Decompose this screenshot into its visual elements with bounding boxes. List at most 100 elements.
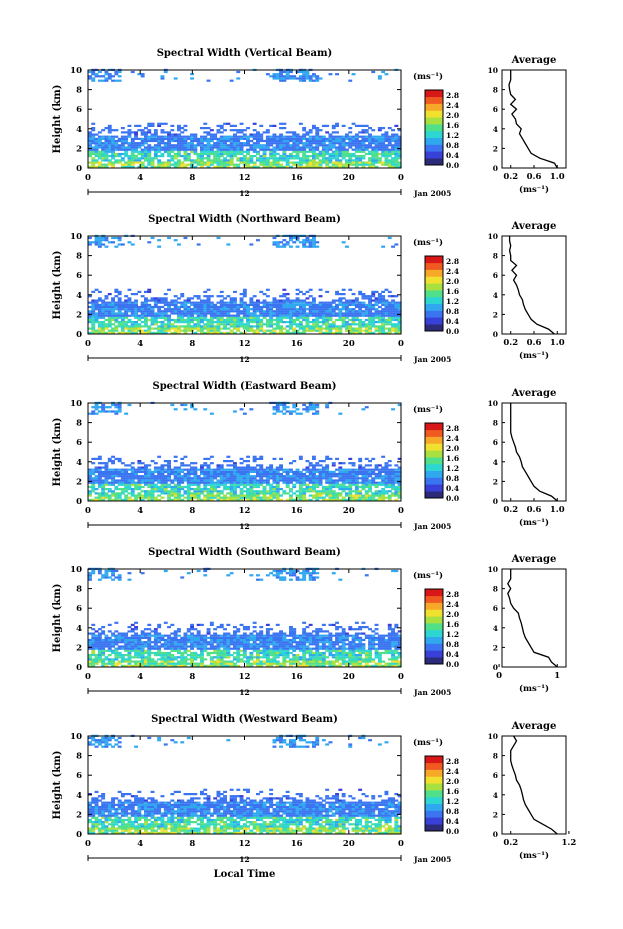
heatmap-cell — [252, 481, 257, 484]
heatmap-cell — [200, 316, 204, 319]
heatmap-cell — [124, 485, 129, 489]
heatmap-cell — [213, 303, 218, 306]
heatmap-cell — [394, 144, 399, 147]
heatmap-cell — [302, 144, 307, 147]
heatmap-cell — [387, 314, 392, 317]
heatmap-cell — [130, 660, 135, 663]
heatmap-cell — [91, 314, 96, 317]
heatmap-cell — [285, 303, 290, 306]
heatmap-cell — [186, 155, 191, 158]
heatmap-cell — [111, 129, 115, 132]
heatmap-cell — [219, 163, 224, 166]
heatmap-cell — [354, 161, 359, 164]
heatmap-cell — [150, 321, 155, 324]
heatmap-cell — [223, 325, 227, 328]
heatmap-cell — [262, 301, 267, 304]
heatmap-cell — [351, 464, 356, 467]
heatmap-cell — [111, 310, 115, 313]
heatmap-cell — [127, 651, 132, 655]
heatmap-cell — [233, 479, 237, 482]
heatmap-cell — [289, 312, 293, 315]
heatmap-cell — [272, 299, 277, 302]
heatmap-cell — [140, 636, 145, 639]
heatmap-cell — [325, 305, 330, 309]
heatmap-cell — [173, 301, 178, 304]
heatmap-cell — [315, 139, 320, 143]
heatmap-cell — [114, 569, 119, 573]
heatmap-cell — [190, 150, 194, 153]
heatmap-cell — [114, 142, 119, 145]
heatmap-cell — [308, 129, 313, 132]
heatmap-cell — [88, 236, 92, 240]
heatmap-cell — [335, 308, 339, 311]
heatmap-cell — [117, 475, 122, 478]
heatmap-cell — [233, 318, 237, 322]
heatmap-cell — [177, 161, 181, 164]
heatmap-cell — [157, 308, 162, 311]
heatmap-cell — [101, 305, 106, 309]
heatmap-cell — [88, 477, 92, 480]
heatmap-cell — [140, 321, 145, 324]
heatmap-cell — [305, 159, 310, 162]
colorbar-frame — [424, 422, 444, 499]
heatmap-cell — [97, 483, 102, 486]
heatmap-cell — [137, 152, 142, 156]
heatmap-cell — [127, 630, 132, 633]
heatmap-cell — [298, 161, 303, 164]
heatmap-cell — [364, 305, 369, 309]
heatmap-cell — [229, 157, 234, 160]
heatmap-cell — [134, 312, 138, 315]
heatmap-cell — [305, 490, 310, 493]
heatmap-cell — [338, 303, 343, 306]
heatmap-cell — [275, 139, 280, 143]
heatmap-cell — [91, 122, 96, 125]
heatmap-cell — [114, 470, 119, 473]
heatmap-cell — [173, 146, 178, 149]
heatmap-cell — [186, 157, 191, 160]
heatmap-cell — [200, 479, 204, 482]
heatmap-cell — [302, 239, 307, 242]
heatmap-cell — [147, 645, 152, 648]
heatmap-cell — [134, 161, 138, 164]
heatmap-cell — [298, 492, 303, 495]
heatmap-cell — [107, 148, 112, 151]
heatmap-cell — [377, 75, 382, 78]
heatmap-cell — [124, 477, 129, 480]
heatmap-cell — [206, 288, 211, 291]
heatmap-cell — [209, 305, 214, 309]
heatmap-cell — [239, 293, 244, 296]
heatmap-cell — [163, 485, 168, 489]
heatmap-cell — [114, 630, 119, 633]
heatmap-cell — [397, 468, 402, 471]
heatmap-cell — [111, 572, 115, 575]
heatmap-cell — [124, 139, 129, 143]
profile-y-tick-label: 10 — [488, 66, 498, 75]
heatmap-cell — [183, 455, 188, 458]
heatmap-cell — [219, 150, 224, 153]
heatmap-cell — [391, 494, 395, 497]
heatmap-cell — [387, 159, 392, 162]
heatmap-cell — [341, 312, 346, 315]
heatmap-cell — [163, 150, 168, 153]
heatmap-cell — [170, 485, 175, 489]
heatmap-cell — [341, 479, 346, 482]
heatmap-cell — [321, 331, 326, 334]
heatmap-cell — [387, 305, 392, 309]
heatmap-cell — [173, 305, 178, 309]
heatmap-cell — [193, 150, 198, 153]
heatmap-cell — [147, 464, 152, 467]
heatmap-cell — [282, 70, 287, 74]
heatmap-cell — [107, 161, 112, 164]
heatmap-cell — [256, 475, 260, 478]
heatmap-cell — [364, 485, 369, 489]
heatmap-cell — [351, 477, 356, 480]
heatmap-cell — [130, 312, 135, 315]
heatmap-cell — [305, 303, 310, 306]
heatmap-cell — [312, 481, 316, 484]
heatmap-cell — [97, 142, 102, 145]
heatmap-cell — [134, 662, 138, 665]
heatmap-cell — [91, 572, 96, 575]
heatmap-cell — [289, 321, 293, 324]
heatmap-cell — [308, 131, 313, 134]
heatmap-cell — [275, 485, 280, 489]
